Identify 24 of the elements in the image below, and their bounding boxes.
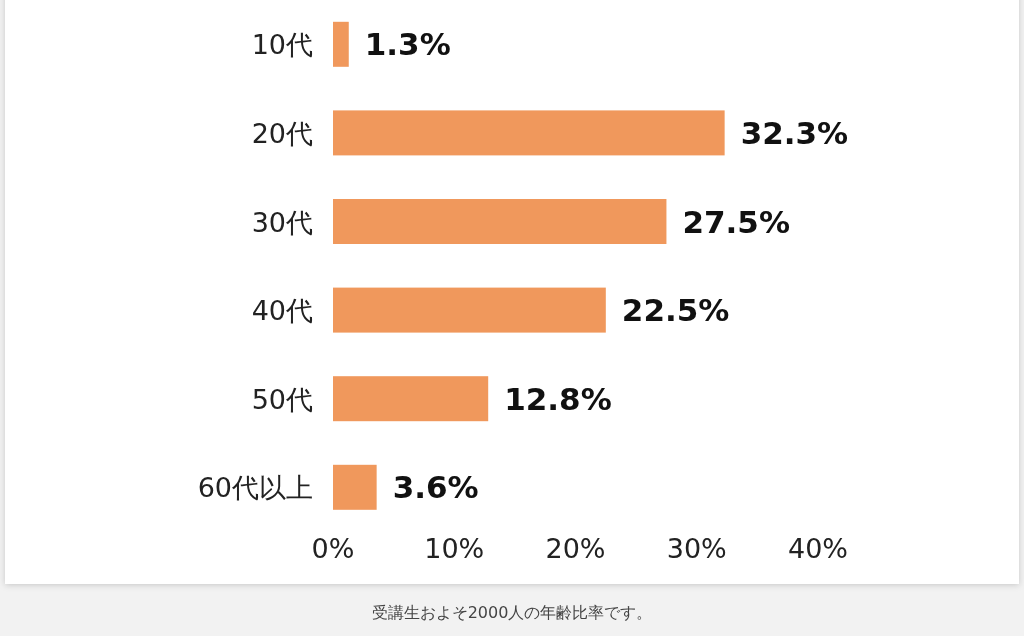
bar (333, 199, 667, 244)
x-tick-label: 0% (311, 533, 355, 564)
y-tick-label: 40代 (251, 295, 313, 327)
data-label: 27.5% (682, 203, 790, 240)
data-label: 3.6% (392, 469, 479, 506)
x-tick-label: 30% (666, 533, 727, 564)
bar (333, 287, 606, 333)
bar (333, 21, 349, 67)
x-tick-label: 10% (424, 533, 485, 564)
data-label: 12.8% (504, 380, 612, 417)
y-tick-label: 50代 (251, 383, 313, 415)
y-tick-label: 60代以上 (197, 472, 313, 504)
text: 受講生およそ2000人の年齢比率です。 (371, 603, 653, 622)
x-tick-label: 40% (787, 533, 849, 564)
y-tick-label: 30代 (251, 206, 313, 238)
y-tick-label: 20代 (251, 117, 313, 149)
data-label: 1.3% (364, 26, 451, 63)
x-tick-label: 20% (545, 533, 606, 564)
bar (333, 376, 489, 422)
y-tick-label: 10代 (251, 29, 313, 61)
bar (333, 464, 377, 510)
bar (333, 110, 725, 156)
data-label: 22.5% (621, 292, 730, 329)
data-label: 32.3% (740, 114, 849, 151)
